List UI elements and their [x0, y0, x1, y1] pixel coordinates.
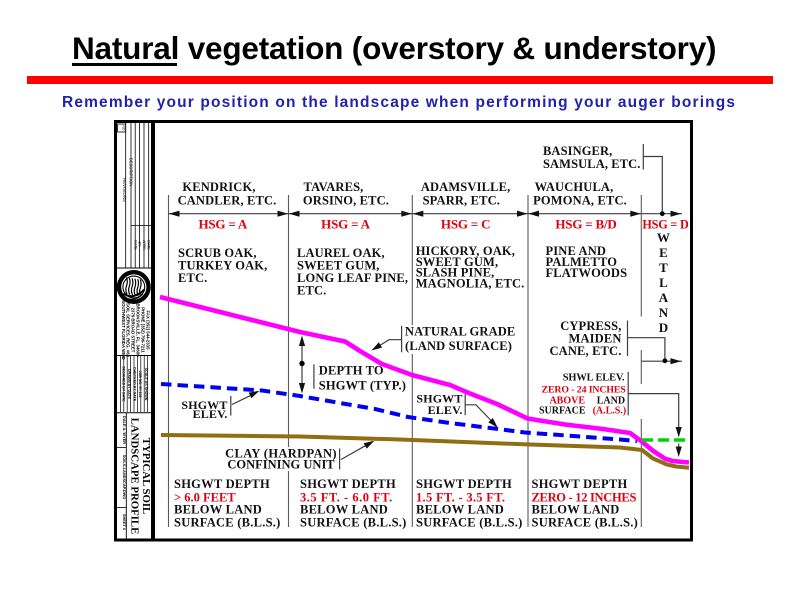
svg-text:ELEV.: ELEV.	[428, 403, 463, 417]
svg-text:BY: BY	[138, 242, 142, 247]
svg-text:POMONA, ETC.: POMONA, ETC.	[533, 193, 627, 207]
svg-text:SHGWT DEPTH: SHGWT DEPTH	[300, 477, 396, 491]
svg-text:ZERO - 12 INCHES: ZERO - 12 INCHES	[532, 491, 637, 505]
svg-text:> 6.0 FEET: > 6.0 FEET	[174, 491, 236, 505]
svg-text:ABOVE: ABOVE	[549, 395, 585, 406]
svg-text:3.5 FT. - 6.0 FT.: 3.5 FT. - 6.0 FT.	[300, 491, 393, 505]
svg-text:ADAMSVILLE,: ADAMSVILLE,	[421, 180, 511, 194]
svg-text:ETC.: ETC.	[297, 284, 326, 298]
svg-text:MAGNOLIA, ETC.: MAGNOLIA, ETC.	[416, 276, 525, 290]
svg-text:NATURAL GRADE: NATURAL GRADE	[405, 325, 515, 339]
svg-text:N: N	[659, 305, 669, 320]
svg-text:TAVARES,: TAVARES,	[304, 180, 364, 194]
svg-text:DESIGNED BY DATE: DESIGNED BY DATE	[121, 366, 125, 402]
svg-text:PALMETTO: PALMETTO	[546, 255, 618, 269]
svg-text:TURKEY OAK,: TURKEY OAK,	[178, 259, 267, 273]
svg-text:SHGWT DEPTH: SHGWT DEPTH	[416, 477, 512, 491]
svg-text:BELOW LAND: BELOW LAND	[416, 503, 504, 517]
svg-text:NO: NO	[122, 125, 126, 130]
svg-text:HSG = B/D: HSG = B/D	[555, 217, 616, 232]
svg-text:SURFACE (B.L.S.): SURFACE (B.L.S.)	[532, 515, 639, 529]
svg-text:SCRUB OAK,: SCRUB OAK,	[178, 246, 257, 260]
svg-text:HSG = A: HSG = A	[321, 217, 370, 232]
svg-text:SWEET GUM,: SWEET GUM,	[416, 255, 499, 269]
svg-text:BELOW LAND: BELOW LAND	[300, 503, 388, 517]
svg-text:HSG = C: HSG = C	[441, 217, 490, 232]
svg-text:SURFACE (B.L.S.): SURFACE (B.L.S.)	[300, 515, 407, 529]
svg-text:SPARR, ETC.: SPARR, ETC.	[423, 193, 500, 207]
svg-text:(A.L.S.): (A.L.S.)	[593, 405, 627, 416]
svg-text:L: L	[659, 275, 668, 290]
svg-text:SLASH PINE,: SLASH PINE,	[416, 266, 495, 280]
svg-text:DEPTH TO: DEPTH TO	[319, 364, 384, 378]
svg-text:SHGWT: SHGWT	[181, 398, 227, 412]
svg-text:2379 BROAD STREET: 2379 BROAD STREET	[131, 308, 136, 353]
svg-text:SHGWT (TYP.): SHGWT (TYP.)	[319, 378, 406, 392]
svg-text:T: T	[659, 260, 668, 275]
svg-text:DRAWN BY DATE: DRAWN BY DATE	[127, 369, 131, 400]
svg-text:BROOKSVILLE, FL. 34609: BROOKSVILLE, FL. 34609	[136, 303, 141, 357]
svg-text:CLAY (HARDPAN): CLAY (HARDPAN)	[225, 446, 337, 460]
svg-text:LAUREL OAK,: LAUREL OAK,	[297, 246, 385, 260]
svg-text:HSG = A: HSG = A	[198, 217, 247, 232]
svg-text:BELOW LAND: BELOW LAND	[532, 503, 620, 517]
svg-text:LONG LEAF PINE,: LONG LEAF PINE,	[297, 271, 408, 285]
svg-text:SOUTHWEST FLORIDA WMD: SOUTHWEST FLORIDA WMD	[121, 300, 126, 360]
svg-text:DESCRIPTION: DESCRIPTION	[128, 158, 133, 187]
svg-text:BASINGER,: BASINGER,	[543, 144, 612, 158]
svg-text:SCALE AS SHOWN: SCALE AS SHOWN	[144, 368, 148, 401]
svg-text:SHGWT DEPTH: SHGWT DEPTH	[174, 477, 270, 491]
svg-text:SURFACE: SURFACE	[539, 405, 586, 416]
svg-text:W: W	[657, 230, 670, 245]
svg-text:TYPICAL SOIL: TYPICAL SOIL	[140, 438, 152, 515]
svg-text:SHEET 6: SHEET 6	[122, 514, 127, 531]
svg-text:SURFACE (B.L.S.): SURFACE (B.L.S.)	[174, 515, 281, 529]
svg-text:SOIL SERVICES, REG. #62: SOIL SERVICES, REG. #62	[126, 303, 131, 358]
svg-text:SHWL ELEV.: SHWL ELEV.	[563, 373, 625, 384]
svg-text:FAX (352) 544-2335: FAX (352) 544-2335	[145, 311, 150, 351]
svg-text:D: D	[659, 320, 669, 335]
svg-text:ORSINO, ETC.: ORSINO, ETC.	[303, 193, 389, 207]
svg-text:LANDSCAPE PROFILE: LANDSCAPE PROFILE	[129, 418, 141, 535]
svg-text:APPR: APPR	[142, 240, 146, 250]
svg-text:BELOW LAND: BELOW LAND	[174, 503, 262, 517]
svg-text:E: E	[659, 245, 668, 260]
svg-text:WAUCHULA,: WAUCHULA,	[535, 180, 614, 194]
svg-text:PHONE (352) 796-7211: PHONE (352) 796-7211	[140, 307, 145, 353]
svg-text:LAND: LAND	[597, 395, 625, 406]
svg-text:CONFINING UNIT: CONFINING UNIT	[227, 458, 335, 472]
svg-text:ETC.: ETC.	[178, 271, 207, 285]
svg-text:DATE: DATE	[147, 240, 151, 250]
svg-text:ELEV.: ELEV.	[193, 407, 228, 421]
svg-text:HSG = D: HSG = D	[642, 218, 689, 232]
svg-text:KENDRICK,: KENDRICK,	[182, 180, 255, 194]
svg-text:ZERO - 24 INCHES: ZERO - 24 INCHES	[542, 384, 627, 395]
svg-text:SOILS-LANDSCAP.DWG: SOILS-LANDSCAP.DWG	[122, 455, 127, 500]
svg-text:PINE AND: PINE AND	[546, 244, 607, 258]
svg-text:CANDLER, ETC.: CANDLER, ETC.	[178, 193, 277, 207]
svg-text:(LAND SURFACE): (LAND SURFACE)	[405, 339, 512, 353]
svg-text:JOB NO. 97-102: JOB NO. 97-102	[138, 371, 142, 398]
svg-text:CANE, ETC.: CANE, ETC.	[550, 344, 622, 358]
svg-text:SHGWT: SHGWT	[416, 392, 462, 406]
svg-text:DATE: DATE	[133, 240, 137, 250]
svg-text:A: A	[659, 290, 669, 305]
svg-text:MAIDEN: MAIDEN	[569, 331, 622, 345]
svg-text:FLATWOODS: FLATWOODS	[546, 266, 628, 280]
svg-text:SWEET GUM,: SWEET GUM,	[297, 259, 380, 273]
svg-text:REVISIONS: REVISIONS	[122, 178, 127, 202]
svg-text:SAMSULA, ETC.: SAMSULA, ETC.	[543, 157, 641, 171]
svg-text:SHGWT DEPTH: SHGWT DEPTH	[532, 477, 628, 491]
svg-text:HICKORY, OAK,: HICKORY, OAK,	[416, 244, 515, 258]
svg-text:CHECKED BY DATE: CHECKED BY DATE	[133, 367, 137, 402]
svg-text:CYPRESS,: CYPRESS,	[560, 319, 621, 333]
svg-text:SURFACE (B.L.S.): SURFACE (B.L.S.)	[416, 515, 523, 529]
svg-text:1.5 FT. - 3.5 FT.: 1.5 FT. - 3.5 FT.	[416, 491, 505, 505]
svg-text:DALE A. WYER: DALE A. WYER	[122, 416, 127, 444]
